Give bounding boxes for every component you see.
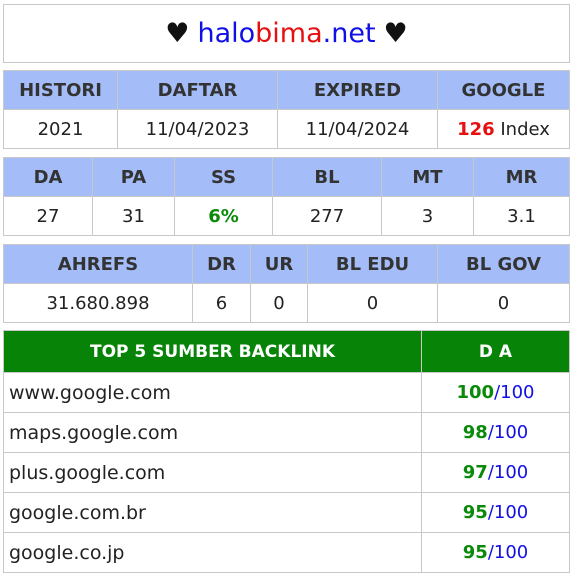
backlink-da: 95/100 [421,532,570,573]
google-index-value: 126 Index [437,109,570,149]
backlinks-header-row: TOP 5 SUMBER BACKLINK D A [3,330,570,373]
metrics-header-row: DA PA SS BL MT MR [3,157,570,197]
google-index-suffix: Index [494,118,550,140]
mr-value: 3.1 [473,196,570,236]
backlink-da: 97/100 [421,452,570,493]
mt-value: 3 [381,196,474,236]
backlink-da-max: /100 [487,422,529,443]
header-histori: HISTORI [3,70,118,110]
header-pa: PA [92,157,175,197]
bl-value: 277 [272,196,382,236]
ahrefs-header-row: AHREFS DR UR BL EDU BL GOV [3,244,570,284]
header-backlink-source: TOP 5 SUMBER BACKLINK [3,330,422,373]
backlink-da: 95/100 [421,492,570,533]
backlink-da: 98/100 [421,412,570,453]
bl-gov-value: 0 [437,283,570,323]
heart-icon: ♥ [165,18,190,49]
ahrefs-value-row: 31.680.898 6 0 0 0 [3,283,570,323]
site-name-part1: halo [197,18,256,49]
info-header-row: HISTORI DAFTAR EXPIRED GOOGLE [3,70,570,110]
header-da: DA [3,157,93,197]
header-dr: DR [192,244,251,284]
ss-value: 6% [174,196,273,236]
info-table: HISTORI DAFTAR EXPIRED GOOGLE 2021 11/04… [3,70,570,149]
header-bl-edu: BL EDU [307,244,438,284]
backlink-da-max: /100 [487,502,529,523]
header-mr: MR [473,157,570,197]
header-backlink-da: D A [421,330,570,373]
backlink-da-value: 98 [462,422,488,443]
bl-edu-value: 0 [307,283,438,323]
site-name[interactable]: halobima.net [197,18,375,49]
backlink-da-value: 95 [462,542,488,563]
expired-value: 11/04/2024 [277,109,438,149]
info-value-row: 2021 11/04/2023 11/04/2024 126 Index [3,109,570,149]
header-ss: SS [174,157,273,197]
ur-value: 0 [250,283,308,323]
table-row: google.com.br 95/100 [3,492,570,533]
da-value: 27 [3,196,93,236]
table-row: maps.google.com 98/100 [3,412,570,453]
table-row: google.co.jp 95/100 [3,532,570,573]
backlink-domain: maps.google.com [3,412,422,453]
backlink-da-value: 95 [462,502,488,523]
header-mt: MT [381,157,474,197]
backlink-domain: www.google.com [3,372,422,413]
backlink-da-value: 100 [456,382,495,403]
backlink-da-max: /100 [494,382,535,403]
ahrefs-table: AHREFS DR UR BL EDU BL GOV 31.680.898 6 … [3,244,570,323]
table-row: plus.google.com 97/100 [3,452,570,493]
backlinks-table: TOP 5 SUMBER BACKLINK D A www.google.com… [3,330,570,573]
site-title: ♥ halobima.net ♥ [3,4,570,63]
histori-value: 2021 [3,109,118,149]
metrics-value-row: 27 31 6% 277 3 3.1 [3,196,570,236]
header-google: GOOGLE [437,70,570,110]
header-expired: EXPIRED [277,70,438,110]
backlink-da-value: 97 [462,462,488,483]
backlink-domain: plus.google.com [3,452,422,493]
ahrefs-value: 31.680.898 [3,283,193,323]
heart-icon: ♥ [383,18,408,49]
header-bl: BL [272,157,382,197]
header-ahrefs: AHREFS [3,244,193,284]
daftar-value: 11/04/2023 [117,109,278,149]
site-name-part2: bima [255,18,323,49]
dr-value: 6 [192,283,251,323]
backlink-domain: google.co.jp [3,532,422,573]
backlink-da: 100/100 [421,372,570,413]
backlink-da-max: /100 [487,542,529,563]
header-daftar: DAFTAR [117,70,278,110]
metrics-table: DA PA SS BL MT MR 27 31 6% 277 3 3.1 [3,157,570,236]
backlink-domain: google.com.br [3,492,422,533]
backlink-da-max: /100 [487,462,529,483]
google-index-count: 126 [457,118,495,140]
header-ur: UR [250,244,308,284]
pa-value: 31 [92,196,175,236]
site-name-part3: .net [322,18,376,49]
header-bl-gov: BL GOV [437,244,570,284]
table-row: www.google.com 100/100 [3,372,570,413]
